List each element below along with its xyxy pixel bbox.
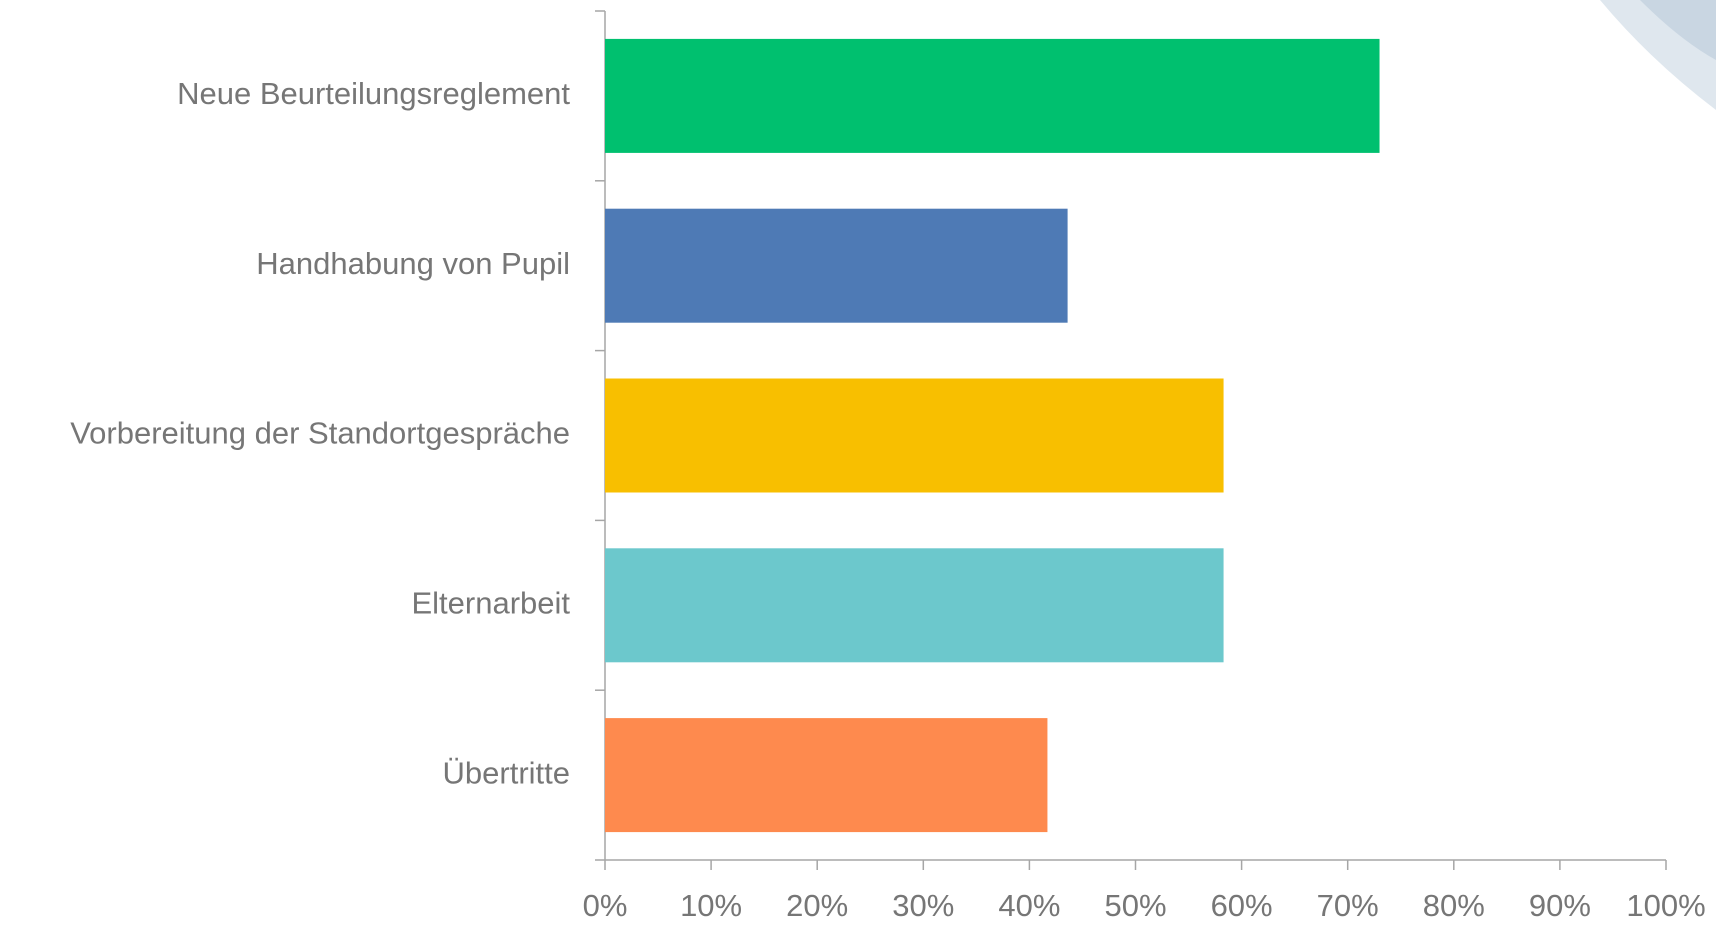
y-tick-label: Vorbereitung der Standortgespräche (70, 416, 570, 451)
bar (605, 378, 1224, 493)
x-tick-label: 30% (892, 888, 954, 923)
bar (605, 208, 1068, 323)
x-tick-label: 100% (1626, 888, 1705, 923)
x-tick-label: 10% (680, 888, 742, 923)
y-tick-label: Übertritte (443, 755, 570, 790)
y-tick-label: Neue Beurteilungsreglement (177, 76, 570, 111)
x-tick-label: 70% (1317, 888, 1379, 923)
x-tick-label: 50% (1104, 888, 1166, 923)
x-tick-label: 40% (998, 888, 1060, 923)
x-tick-label: 20% (786, 888, 848, 923)
x-tick-label: 80% (1423, 888, 1485, 923)
y-tick-label: Handhabung von Pupil (256, 246, 570, 281)
corner-decoration (1640, 0, 1716, 60)
y-tick-label: Elternarbeit (411, 585, 570, 620)
x-tick-label: 0% (583, 888, 628, 923)
bar (605, 548, 1224, 663)
x-tick-label: 90% (1529, 888, 1591, 923)
x-tick-label: 60% (1211, 888, 1273, 923)
bar (605, 718, 1048, 833)
bar (605, 38, 1380, 153)
